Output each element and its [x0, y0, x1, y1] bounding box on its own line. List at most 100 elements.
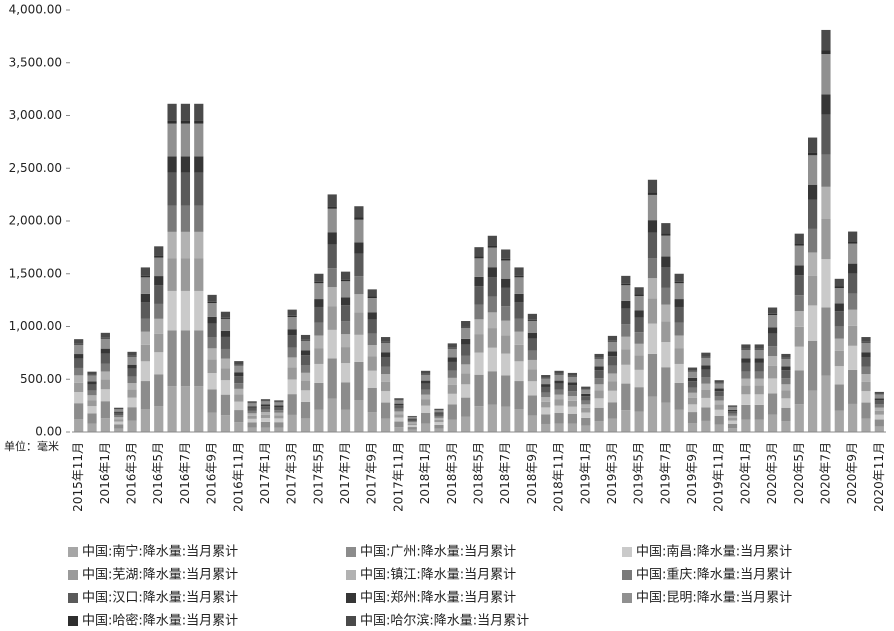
bar-segment: [220, 358, 231, 369]
bar-segment: [821, 54, 831, 95]
bar-segment: [754, 371, 764, 379]
bar-segment: [527, 415, 537, 432]
bar-segment: [714, 409, 724, 416]
bar-segment: [274, 412, 284, 416]
bar-segment: [367, 370, 377, 388]
bar-segment: [821, 50, 831, 55]
legend-swatch: [622, 593, 632, 603]
bar-segment: [487, 277, 497, 297]
bar-segment: [220, 317, 231, 319]
bar-segment: [674, 348, 684, 364]
bar-segment: [100, 332, 110, 338]
bar-segment: [581, 396, 591, 401]
bar-segment: [127, 397, 137, 408]
bar-segment: [340, 281, 351, 298]
bar-segment: [234, 410, 244, 423]
bar-segment: [207, 373, 217, 390]
bar-segment: [687, 387, 698, 393]
bar-segment: [447, 404, 457, 420]
bar-segment: [701, 383, 711, 391]
bar-segment: [380, 342, 391, 353]
bar-segment: [834, 286, 844, 289]
bar-segment: [434, 422, 444, 425]
bar-segment: [581, 389, 591, 394]
unit-label: 单位：毫米: [4, 439, 59, 453]
legend-label: 中国:哈密:降水量:当月累计: [82, 613, 238, 629]
legend-label: 中国:郑州:降水量:当月累计: [360, 591, 516, 606]
bar-segment: [327, 358, 337, 399]
bar-segment: [447, 361, 457, 371]
bar-segment: [74, 354, 84, 359]
bar-segment: [340, 347, 351, 364]
bar-segment: [274, 422, 284, 428]
bar-segment: [314, 299, 324, 307]
bar-segment: [340, 363, 351, 383]
bar-segment: [527, 319, 537, 321]
bar-segment: [594, 366, 604, 371]
bar-segment: [487, 312, 497, 329]
bar-segment: [447, 357, 457, 362]
bar-segment: [114, 428, 124, 432]
bar-segment: [167, 231, 177, 259]
bar-segment: [434, 413, 444, 416]
bar-segment: [154, 276, 164, 286]
bar-segment: [340, 297, 351, 306]
bar-segment: [647, 396, 658, 432]
bar-segment: [100, 337, 110, 339]
bar-segment: [834, 303, 844, 312]
legend-label: 中国:汉口:降水量:当月累计: [82, 591, 238, 606]
bar-segment: [87, 384, 97, 391]
bar-segment: [154, 318, 164, 334]
bar-segment: [154, 246, 164, 256]
bar-segment: [260, 417, 271, 422]
legend-swatch: [346, 616, 356, 626]
bar-segment: [300, 372, 311, 381]
bar-segment: [554, 423, 564, 432]
bar-segment: [767, 378, 778, 394]
bar-segment: [501, 258, 511, 261]
bar-segment: [87, 413, 97, 424]
bar-segment: [314, 335, 324, 349]
bar-segment: [754, 349, 764, 359]
bar-segment: [287, 309, 297, 316]
bar-segment: [447, 348, 457, 358]
bar-segment: [180, 205, 191, 232]
bar-segment: [300, 365, 311, 373]
bar-segment: [407, 429, 417, 432]
bar-segment: [621, 275, 631, 284]
bar-segment: [848, 293, 858, 310]
bar-segment: [701, 365, 711, 370]
bar-segment: [647, 323, 658, 354]
bar-segment: [100, 371, 110, 380]
bar-segment: [808, 228, 818, 253]
bar-segment: [501, 320, 511, 336]
bar-segment: [74, 375, 84, 383]
bar-segment: [100, 338, 110, 349]
y-tick-label: 4,000.00: [9, 3, 62, 17]
bar-segment: [260, 421, 271, 428]
bar-segment: [220, 368, 231, 381]
bar-segment: [794, 245, 804, 266]
bar-segment: [607, 373, 618, 382]
bar-segment: [327, 306, 337, 330]
bar-segment: [194, 205, 204, 232]
bar-segment: [74, 358, 84, 368]
bar-segment: [327, 268, 337, 288]
bar-segment: [394, 408, 404, 412]
bar-segment: [220, 330, 231, 337]
legend-swatch: [346, 593, 356, 603]
bar-segment: [207, 303, 217, 317]
bar-segment: [300, 380, 311, 391]
bar-segment: [687, 377, 698, 382]
bar-segment: [687, 423, 698, 432]
bar-segment: [567, 372, 578, 376]
bar-segment: [167, 156, 177, 173]
bar-segment: [821, 154, 831, 187]
bar-segment: [874, 400, 884, 405]
bar-segment: [327, 398, 337, 432]
bar-segment: [260, 404, 271, 407]
bar-segment: [661, 223, 671, 234]
bar-segment: [380, 356, 391, 367]
bar-segment: [661, 233, 671, 236]
x-tick-label: 2016年9月: [205, 442, 219, 504]
